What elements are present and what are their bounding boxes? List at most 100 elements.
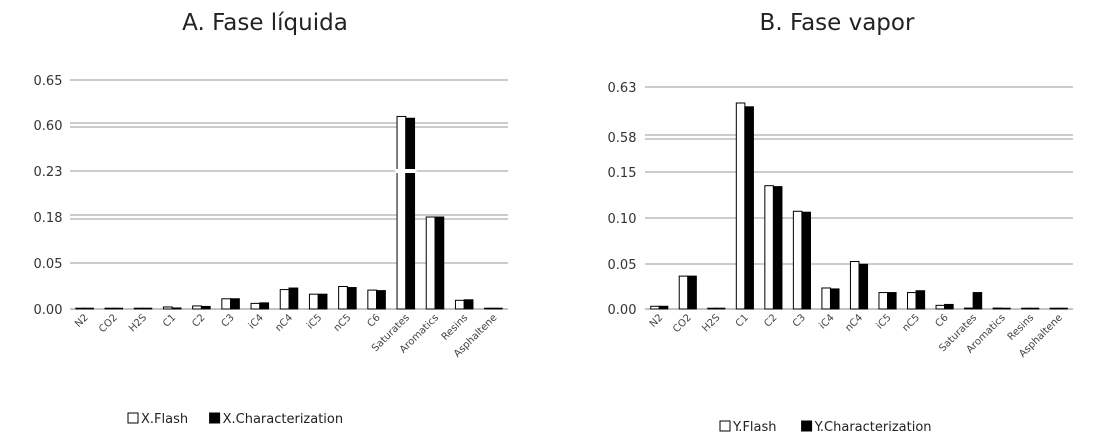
- legend-swatch: [127, 412, 139, 424]
- legend-label: X.Flash: [141, 412, 188, 427]
- x-category-label: iC5: [874, 312, 893, 331]
- bar-x-characterization: [142, 307, 153, 310]
- bar-x-flash: [367, 289, 378, 310]
- bar-y-characterization: [887, 292, 897, 310]
- bar-y-characterization: [1001, 307, 1011, 310]
- bar-y-flash: [678, 275, 689, 310]
- y-tick-label: 0.05: [34, 257, 63, 272]
- bar-x-flash: [454, 299, 465, 310]
- bar-x-flash: [133, 307, 144, 310]
- bar-y-flash: [964, 307, 974, 310]
- axis-break-mark: [395, 169, 417, 173]
- bar-x-flash: [221, 298, 232, 310]
- bar-x-flash: [250, 302, 261, 310]
- bar-y-flash: [650, 305, 660, 310]
- y-tick-label: 0.00: [608, 303, 637, 318]
- bar-x-characterization: [113, 307, 124, 310]
- x-category-label: H2S: [700, 312, 722, 334]
- x-category-label: C2: [190, 312, 207, 329]
- x-category-label: H2S: [127, 312, 149, 334]
- bar-y-characterization: [1058, 307, 1068, 310]
- bar-x-flash: [396, 115, 407, 310]
- bar-y-flash: [907, 292, 917, 310]
- bar-y-flash: [878, 292, 889, 310]
- x-category-label: C3: [791, 312, 808, 329]
- chart-panel-vapor: B. Fase vapor 0.00 0.05 0.10 0.15 0.58 0.63 N2…: [608, 10, 1073, 435]
- bar-x-characterization: [317, 293, 328, 310]
- legend-label: Y.Flash: [732, 420, 777, 435]
- bar-y-characterization: [801, 211, 811, 310]
- bar-y-flash: [821, 287, 831, 310]
- y-tick-label: 0.05: [608, 258, 637, 273]
- bar-y-characterization: [972, 292, 983, 310]
- bar-x-characterization: [346, 287, 357, 310]
- x-category-label: C1: [161, 312, 178, 329]
- bar-x-flash: [104, 307, 115, 310]
- x-category-label: C1: [734, 312, 751, 329]
- bar-x-flash: [308, 293, 319, 310]
- bar-x-characterization: [463, 299, 474, 310]
- bar-y-characterization: [944, 303, 954, 310]
- chart-title: B. Fase vapor: [760, 10, 915, 36]
- bar-x-characterization: [200, 305, 211, 310]
- x-category-label: CO2: [97, 312, 120, 335]
- legend-label: X.Characterization: [223, 412, 344, 427]
- bar-y-characterization: [687, 275, 697, 310]
- bar-y-characterization: [829, 288, 840, 310]
- bar-y-characterization: [715, 307, 726, 310]
- bar-y-flash: [1049, 307, 1060, 310]
- bar-y-characterization: [1029, 307, 1040, 310]
- bar-y-flash: [992, 307, 1003, 310]
- bar-y-characterization: [915, 290, 926, 310]
- legend-label: Y.Characterization: [814, 420, 932, 435]
- x-category-label: N2: [73, 312, 91, 330]
- x-category-label: nC5: [900, 312, 922, 334]
- y-tick-label: 0.65: [34, 74, 63, 89]
- x-category-label: nC4: [843, 312, 865, 334]
- bar-x-characterization: [230, 298, 240, 310]
- bar-x-flash: [279, 289, 290, 310]
- x-category-label: C3: [219, 312, 236, 329]
- x-category-label: nC4: [273, 312, 295, 334]
- x-category-label: nC5: [332, 312, 354, 334]
- x-category-label: C2: [762, 312, 779, 329]
- x-category-label: iC4: [817, 312, 836, 331]
- legend-swatch: [801, 420, 813, 432]
- x-category-label: CO2: [671, 312, 694, 335]
- bar-y-flash: [707, 307, 717, 310]
- chart-title: A. Fase líquida: [182, 10, 348, 36]
- y-tick-label: 0.58: [608, 131, 637, 146]
- y-tick-label: 0.10: [608, 212, 637, 227]
- bar-x-characterization: [259, 302, 270, 310]
- bar-x-characterization: [405, 117, 416, 310]
- bar-x-flash: [192, 305, 202, 310]
- x-category-label: C6: [933, 312, 950, 329]
- bar-y-flash: [735, 102, 746, 310]
- bar-x-flash: [75, 307, 86, 310]
- legend-swatch: [719, 420, 731, 432]
- x-category-label: iC4: [247, 312, 266, 331]
- legend-swatch: [209, 412, 221, 424]
- bar-x-characterization: [376, 290, 386, 310]
- x-category-label: N2: [648, 312, 666, 330]
- bar-x-flash: [338, 286, 348, 310]
- y-tick-label: 0.23: [34, 165, 63, 180]
- bar-y-flash: [1021, 307, 1031, 310]
- x-category-label: iC5: [305, 312, 324, 331]
- bar-y-flash: [849, 261, 860, 310]
- bar-y-flash: [792, 210, 803, 310]
- bar-y-characterization: [658, 305, 669, 310]
- x-category-label: C6: [365, 312, 382, 329]
- bar-y-characterization: [744, 106, 754, 310]
- y-tick-label: 0.60: [34, 119, 63, 134]
- bar-y-characterization: [772, 186, 783, 310]
- bar-x-characterization: [84, 307, 94, 310]
- bar-y-flash: [764, 185, 774, 310]
- chart-panel-liquid: A. Fase líquida 0.00 0.05 0.18 0.23 0.60 0.65…: [34, 10, 508, 427]
- y-tick-label: 0.00: [34, 303, 63, 318]
- bar-x-flash: [162, 306, 173, 310]
- bar-x-flash: [425, 216, 436, 310]
- bar-x-characterization: [434, 216, 445, 310]
- bar-x-characterization: [288, 287, 299, 310]
- y-tick-label: 0.63: [608, 81, 637, 96]
